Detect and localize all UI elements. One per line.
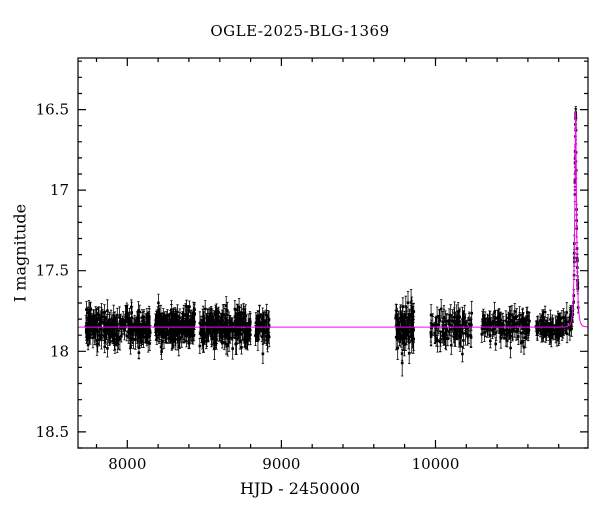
y-tick-label: 16.5	[36, 101, 69, 119]
axis-ticks	[78, 58, 588, 449]
y-tick-label: 18	[50, 342, 69, 360]
y-axis-label: I magnitude	[10, 203, 30, 303]
x-tick-label: 10000	[412, 455, 460, 473]
model-curve	[78, 111, 589, 328]
plot-frame	[77, 57, 589, 449]
chart-title: OGLE-2025-BLG-1369	[210, 22, 390, 40]
y-tick-label: 17	[50, 181, 69, 199]
y-tick-label: 17.5	[36, 262, 69, 280]
x-tick-label: 8000	[108, 455, 146, 473]
x-axis-label: HJD - 2450000	[239, 479, 361, 498]
data-points	[84, 112, 580, 365]
x-tick-label: 9000	[262, 455, 300, 473]
y-tick-label: 18.5	[36, 423, 69, 441]
